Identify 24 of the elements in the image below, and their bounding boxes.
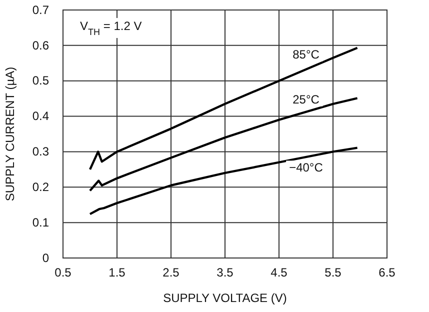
series-label: 85°C	[292, 47, 320, 62]
line-series	[88, 97, 358, 192]
x-axis-title: SUPPLY VOLTAGE (V)	[163, 291, 287, 305]
y-axis-title: SUPPLY CURRENT (µA)	[3, 66, 17, 202]
x-tick-label: 5.5	[324, 266, 342, 280]
y-tick-label: 0.1	[32, 215, 50, 230]
series-label: −40°C	[289, 160, 324, 175]
y-tick-label: 0.7	[32, 2, 50, 17]
y-tick-label: 0	[42, 250, 50, 265]
line-series	[88, 146, 358, 216]
line-series	[88, 46, 358, 171]
y-tick-label: 0.6	[32, 38, 50, 52]
x-tick-label: 0.5	[54, 266, 72, 280]
y-tick-label: 0.4	[32, 109, 50, 124]
x-tick-label: 6.5	[378, 266, 396, 280]
x-tick-label: 1.5	[108, 266, 126, 280]
annotation: V$_{TH}$ = 1.2 V	[80, 19, 142, 37]
x-tick-label: 2.5	[162, 266, 180, 280]
x-tick-label: 4.5	[270, 266, 288, 280]
x-tick-label: 3.5	[216, 266, 234, 280]
series-label: 25°C	[292, 92, 320, 106]
y-tick-label: 0.2	[32, 180, 50, 194]
y-tick-label: 0.5	[32, 74, 50, 88]
y-tick-label: 0.3	[32, 144, 50, 159]
